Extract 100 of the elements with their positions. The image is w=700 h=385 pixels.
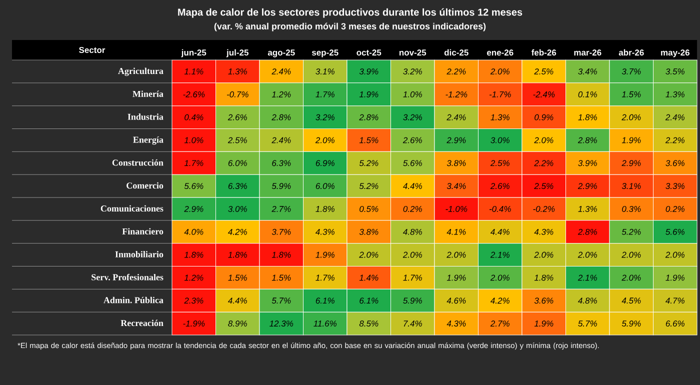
data-label: 1.8% xyxy=(578,114,597,120)
data-label: 2.0% xyxy=(490,274,510,281)
data-label: 5.9% xyxy=(272,183,291,190)
data-label: 4.8% xyxy=(402,228,422,235)
data-label: -2.6% xyxy=(183,91,205,98)
data-label: 4.0% xyxy=(184,228,204,235)
data-label: 5.7% xyxy=(272,298,291,304)
data-label: 4.3% xyxy=(446,320,466,327)
data-label: -1.7% xyxy=(489,91,511,98)
data-label: 6.0% xyxy=(316,183,334,190)
data-label: 5.2% xyxy=(622,228,641,235)
data-label: 0.5% xyxy=(360,206,378,212)
data-label: 1.9% xyxy=(446,274,466,281)
data-label: 1.8% xyxy=(316,206,334,212)
data-label: 0.1% xyxy=(578,91,597,98)
data-label: 3.7% xyxy=(272,228,291,235)
y-tick-label: Industria xyxy=(128,114,164,120)
y-tick-label: Construcción xyxy=(112,159,164,166)
data-label: 2.6% xyxy=(228,114,247,120)
data-label: 1.9% xyxy=(666,274,684,281)
data-label: 1.3% xyxy=(490,114,510,120)
data-label: 0.3% xyxy=(622,206,641,212)
data-label: 5.7% xyxy=(578,320,597,327)
data-label: 1.3% xyxy=(666,91,684,98)
data-label: 3.2% xyxy=(403,114,422,120)
data-label: 1.9% xyxy=(534,320,554,327)
x-tick-label: may-26 xyxy=(661,50,690,58)
data-label: 2.0% xyxy=(622,274,641,281)
data-label: 2.9% xyxy=(622,160,641,166)
data-label: 3.8% xyxy=(446,160,466,166)
data-label: 7.4% xyxy=(404,320,422,327)
data-label: 4.3% xyxy=(534,228,554,235)
data-label: 4.4% xyxy=(490,228,510,235)
data-label: 5.6% xyxy=(666,228,684,235)
x-tick-label: sep-25 xyxy=(312,50,338,58)
data-label: 2.9% xyxy=(184,206,204,212)
data-label: 4.1% xyxy=(446,228,466,235)
data-label: 6.9% xyxy=(316,160,334,166)
data-label: 2.5% xyxy=(534,68,554,74)
data-label: 3.8% xyxy=(359,228,378,235)
x-tick-label: oct-25 xyxy=(356,50,382,56)
data-label: -1.0% xyxy=(446,206,468,212)
y-tick-label: Inmobiliario xyxy=(115,251,164,258)
data-label: 2.9% xyxy=(446,137,466,144)
data-label: -0.2% xyxy=(533,206,555,212)
data-label: 1.0% xyxy=(403,91,422,98)
x-tick-label: jun-25 xyxy=(181,49,206,58)
data-label: 1.9% xyxy=(359,91,378,98)
data-label: 2.4% xyxy=(665,114,684,120)
x-tick-label: feb-26 xyxy=(532,49,556,56)
data-label: 5.9% xyxy=(622,320,641,327)
data-label: -2.4% xyxy=(533,91,555,98)
data-label: 1.0% xyxy=(184,137,204,144)
data-label: 1.8% xyxy=(228,252,247,258)
data-label: 2.2% xyxy=(534,160,554,166)
data-label: 2.0% xyxy=(315,137,334,144)
data-label: 2.2% xyxy=(446,68,466,74)
y-tick-label: Financiero xyxy=(122,228,164,234)
x-tick-label: ago-25 xyxy=(268,50,295,58)
x-tick-label: jul-25 xyxy=(226,49,248,58)
data-label: 2.4% xyxy=(272,137,291,144)
data-label: 4.5% xyxy=(622,298,641,304)
data-label: 12.3% xyxy=(270,320,294,327)
data-label: 2.0% xyxy=(402,252,422,258)
data-label: 3.9% xyxy=(578,160,597,166)
data-label: 3.9% xyxy=(359,68,378,74)
data-label: 2.6% xyxy=(490,183,510,190)
data-label: 4.2% xyxy=(490,298,510,304)
data-label: 1.5% xyxy=(272,274,291,281)
chart-subtitle: (var. % anual promedio móvil 3 meses de nuestros indicadores) xyxy=(214,22,486,32)
data-label: 1.2% xyxy=(272,91,291,98)
data-label: 1.1% xyxy=(184,68,204,74)
x-tick-label: mar-26 xyxy=(574,50,602,56)
data-label: 1.8% xyxy=(534,274,554,281)
data-label: 0.9% xyxy=(534,114,554,120)
data-label: 4.3% xyxy=(315,228,334,235)
data-label: -0.7% xyxy=(226,91,248,98)
data-label: 2.1% xyxy=(490,252,510,258)
data-label: 2.4% xyxy=(446,114,466,120)
data-label: 2.8% xyxy=(272,114,291,120)
x-tick-label: ene-26 xyxy=(487,50,514,56)
data-label: 2.8% xyxy=(578,137,597,144)
data-label: 2.0% xyxy=(578,252,597,258)
x-tick-label: dic-25 xyxy=(444,49,468,56)
data-label: -0.4% xyxy=(489,206,511,212)
data-label: 2.3% xyxy=(184,298,204,304)
data-label: 2.7% xyxy=(272,206,291,212)
data-label: 0.2% xyxy=(403,206,422,212)
data-label: 1.7% xyxy=(316,91,334,98)
y-tick-label: Agricultura xyxy=(118,68,164,76)
data-label: 2.0% xyxy=(490,68,510,74)
data-label: 2.7% xyxy=(490,320,510,327)
data-label: 1.7% xyxy=(184,160,204,166)
y-tick-label: Serv. Profesionales xyxy=(92,274,164,280)
data-label: 3.1% xyxy=(622,183,641,190)
data-label: 1.3% xyxy=(228,68,247,74)
data-label: 6.3% xyxy=(272,160,291,166)
data-label: 2.5% xyxy=(534,183,554,190)
data-label: 2.4% xyxy=(272,68,291,74)
data-label: 2.0% xyxy=(622,114,641,120)
